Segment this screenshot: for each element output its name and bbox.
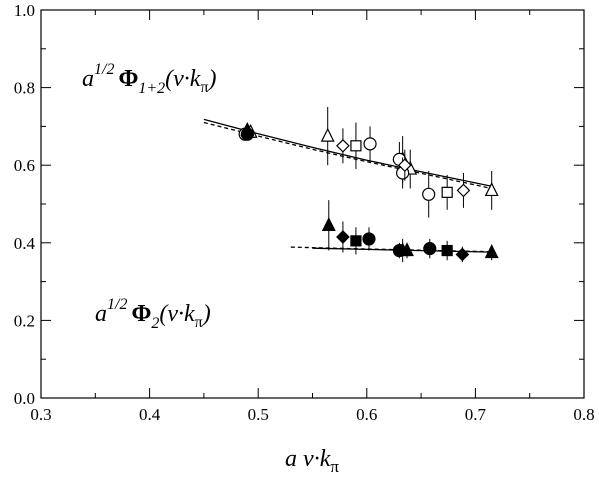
annotation-1-pre: a [82, 66, 94, 92]
square-open-marker [441, 186, 453, 198]
x-tick-label: 0.6 [356, 405, 377, 424]
annotation-2-close: ) [201, 301, 211, 327]
triangle-filled-marker [484, 244, 499, 259]
circle-filled-marker [392, 243, 406, 258]
x-tick-label: 0.8 [573, 405, 594, 424]
annotation-2-sub: 2 [151, 315, 159, 332]
diamond-filled-marker [336, 230, 350, 244]
y-tick-label: 0.2 [14, 311, 35, 330]
y-tick-label: 1.0 [14, 1, 35, 20]
x-tick-label: 0.3 [30, 405, 51, 424]
annotation-1-sub: 1+2 [138, 80, 165, 97]
data-markers [238, 107, 499, 263]
diamond-filled-marker [455, 247, 470, 262]
square-filled-marker [350, 235, 362, 247]
annotation-2-arg: (v·k [159, 301, 195, 327]
circle-filled-marker [362, 232, 376, 246]
annotation-2-sup: 1/2 [107, 296, 127, 313]
y-tick-label: 0.8 [14, 79, 35, 98]
annotation-2-arg-sub: π [195, 314, 203, 331]
annotation-1-arg-sub: π [200, 79, 208, 96]
x-tick-label: 0.7 [465, 405, 487, 424]
x-axis-title-sub: π [330, 457, 339, 476]
annotation-phi-1-2: a1/2 Φ1+2(v·kπ) [82, 61, 217, 97]
x-axis-ticks: 0.3 0.4 0.5 0.6 0.7 0.8 [30, 10, 595, 424]
annotation-1-phi: Φ [118, 66, 138, 92]
square-open-marker [350, 140, 362, 152]
y-tick-label: 0.6 [14, 156, 35, 175]
annotation-2-phi: Φ [131, 301, 151, 327]
annotation-1-close: ) [207, 66, 217, 92]
circle-open-marker [363, 137, 377, 151]
annotation-phi-2: a1/2 Φ2(v·kπ) [95, 296, 211, 332]
diamond-open-marker [456, 183, 471, 198]
x-tick-label: 0.4 [139, 405, 161, 424]
annotation-2-pre: a [95, 301, 107, 327]
circle-open-marker [422, 187, 436, 201]
circle-filled-marker [423, 242, 437, 256]
square-filled-marker [441, 244, 453, 257]
diamond-open-marker [397, 158, 412, 173]
triangle-open-marker [320, 127, 335, 142]
triangle-filled-marker [321, 216, 336, 231]
x-tick-label: 0.5 [248, 405, 269, 424]
triangle-open-marker [484, 182, 499, 197]
y-tick-label: 0.0 [14, 389, 35, 408]
y-tick-label: 0.4 [14, 234, 36, 253]
y-axis-ticks: 0.0 0.2 0.4 0.6 0.8 1.0 [14, 1, 584, 408]
x-axis-title: a v·kπ [285, 446, 339, 476]
x-axis-title-main: a v·k [285, 446, 331, 472]
circle-filled-marker [240, 127, 254, 141]
diamond-open-marker [336, 138, 350, 153]
annotation-1-sup: 1/2 [94, 61, 114, 78]
annotation-1-arg: (v·k [165, 66, 201, 92]
